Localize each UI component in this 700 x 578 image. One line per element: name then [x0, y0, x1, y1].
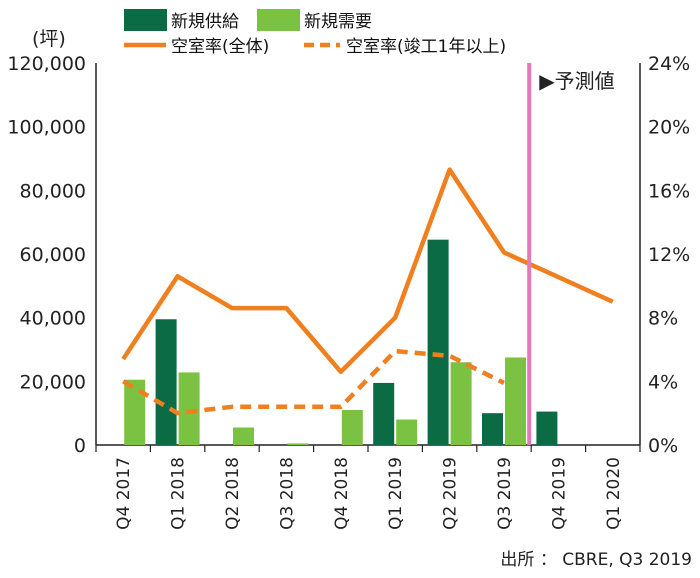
legend-label-new-demand: 新規需要 — [304, 12, 372, 32]
bar-new-supply — [482, 413, 503, 445]
line-vacancy-total — [121, 167, 614, 375]
bar-new-demand — [233, 427, 254, 445]
y-right-tick-label: 12% — [648, 244, 690, 266]
y-right-tick-label: 8% — [648, 308, 678, 330]
tick-labels: 0 20,000 40,000 60,000 80,000 100,000 120,000 0… — [7, 53, 690, 530]
x-tick-label: Q4 2017 — [114, 457, 134, 530]
bar-new-demand — [396, 419, 418, 445]
forecast-label: ▶予測値 — [539, 69, 614, 93]
y-right-tick-label: 4% — [648, 371, 678, 393]
bar-new-demand — [341, 409, 363, 445]
x-tick-label: Q4 2018 — [332, 457, 352, 530]
legend-swatch-new-supply — [124, 9, 167, 31]
bar-new-supply — [373, 382, 395, 445]
y-left-tick-label: 20,000 — [20, 371, 86, 393]
bar-new-demand — [505, 357, 526, 445]
x-tick-label: Q2 2018 — [223, 457, 243, 530]
line-layer — [121, 167, 614, 416]
chart-axes — [95, 63, 641, 452]
x-tick-label: Q1 2018 — [169, 457, 189, 530]
legend-label-new-supply: 新規供給 — [171, 12, 239, 32]
x-tick-label: Q3 2018 — [277, 457, 297, 530]
y-left-tick-label: 120,000 — [7, 53, 86, 75]
left-axis-unit: (坪) — [32, 28, 66, 50]
source-note: 出所 ： CBRE, Q3 2019 — [500, 550, 692, 570]
bar-new-supply — [155, 319, 177, 445]
line-vacancy-older — [122, 348, 506, 416]
y-right-tick-label: 20% — [648, 117, 690, 139]
bar-new-demand — [287, 443, 309, 445]
y-right-tick-label: 24% — [648, 53, 690, 75]
y-right-tick-label: 0% — [648, 435, 678, 457]
y-left-tick-label: 0 — [74, 435, 86, 457]
bar-new-supply — [536, 411, 558, 445]
legend-label-vacancy-older: 空室率(竣工1年以上) — [346, 37, 506, 57]
legend-swatch-new-demand — [257, 9, 300, 31]
legend-label-vacancy-total: 空室率(全体) — [171, 37, 269, 57]
bar-new-demand — [124, 379, 146, 445]
bar-new-demand — [450, 362, 472, 445]
x-tick-label: Q3 2019 — [495, 457, 515, 530]
x-tick-label: Q4 2019 — [549, 457, 569, 530]
y-left-tick-label: 80,000 — [20, 180, 86, 202]
y-left-tick-label: 100,000 — [7, 117, 86, 139]
y-left-tick-label: 40,000 — [20, 308, 86, 330]
bar-layer — [124, 239, 558, 445]
y-left-tick-label: 60,000 — [20, 244, 86, 266]
x-tick-label: Q1 2020 — [604, 457, 624, 530]
x-tick-label: Q2 2019 — [441, 457, 461, 530]
y-right-tick-label: 16% — [648, 180, 690, 202]
bar-new-supply — [427, 239, 449, 445]
bar-new-demand — [178, 372, 200, 445]
x-tick-label: Q1 2019 — [386, 457, 406, 530]
forecast-marker: ▶予測値 — [527, 63, 615, 445]
